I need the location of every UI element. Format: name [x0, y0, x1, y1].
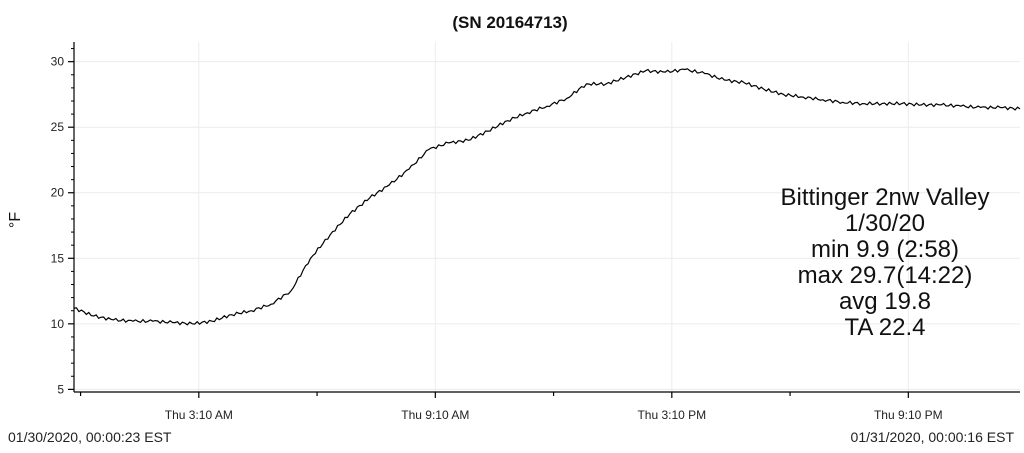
annotation-line: min 9.9 (2:58)	[811, 236, 959, 263]
x-tick-label: Thu 9:10 AM	[401, 408, 469, 422]
x-tick-label: Thu 3:10 AM	[165, 408, 233, 422]
x-start-label: 01/30/2020, 00:00:23 EST	[8, 429, 172, 445]
tick-marks	[68, 48, 909, 398]
chart-title: (SN 20164713)	[452, 13, 567, 32]
annotation-line: max 29.7(14:22)	[798, 262, 973, 289]
y-tick-label: 15	[51, 251, 65, 265]
y-tick-label: 25	[51, 120, 65, 134]
x-end-label: 01/31/2020, 00:00:16 EST	[851, 429, 1015, 445]
y-tick-label: 5	[57, 382, 64, 396]
y-axis-label: °F	[7, 212, 24, 228]
axes	[73, 42, 1020, 393]
annotation-line: 1/30/20	[845, 210, 925, 237]
y-tick-label: 10	[51, 317, 65, 331]
y-tick-label: 20	[51, 186, 65, 200]
y-tick-label: 30	[51, 55, 65, 69]
x-tick-label: Thu 9:10 PM	[874, 408, 943, 422]
series-line-temperature	[73, 68, 1021, 326]
annotation-line: avg 19.8	[839, 288, 931, 315]
tick-labels: 5 10 15 20 25 30 Thu 3:10 AM Thu 9:10 AM Thu 3:1…	[51, 55, 943, 422]
x-tick-label: Thu 3:10 PM	[637, 408, 706, 422]
grid-lines	[74, 42, 1020, 392]
annotation-line: TA 22.4	[845, 314, 926, 341]
annotation-line: Bittinger 2nw Valley	[781, 184, 990, 211]
